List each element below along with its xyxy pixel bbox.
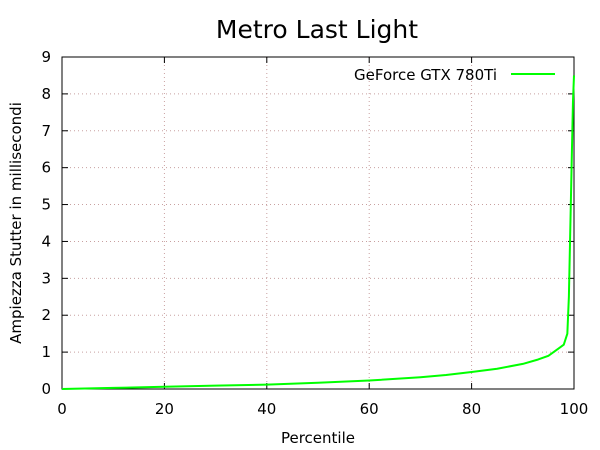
- x-tick-label-2: 40: [257, 400, 276, 418]
- x-tick-label-4: 80: [462, 400, 481, 418]
- series-layer: [61, 75, 575, 390]
- x-tick-label-3: 60: [360, 400, 379, 418]
- y-tick-label-6: 6: [41, 159, 51, 177]
- chart-title: Metro Last Light: [216, 15, 418, 44]
- legend: GeForce GTX 780Ti: [354, 66, 555, 84]
- ticks: 0 20 40 60 80 100 0 1 2 3 4 5 6 7 8 9: [41, 48, 588, 418]
- y-tick-label-1: 1: [41, 343, 51, 361]
- y-tick-label-9: 9: [41, 48, 51, 66]
- y-tick-label-2: 2: [41, 306, 51, 324]
- series-line-0: [61, 75, 575, 390]
- plot-frame: [61, 56, 575, 390]
- y-tick-label-8: 8: [41, 85, 51, 103]
- legend-label: GeForce GTX 780Ti: [354, 66, 497, 84]
- y-tick-label-3: 3: [41, 269, 51, 287]
- y-tick-label-7: 7: [41, 122, 51, 140]
- y-tick-label-4: 4: [41, 232, 51, 250]
- x-tick-label-0: 0: [57, 400, 67, 418]
- y-tick-label-0: 0: [41, 380, 51, 398]
- y-tick-label-5: 5: [41, 196, 51, 214]
- grid: [62, 57, 574, 389]
- x-tick-label-1: 20: [155, 400, 174, 418]
- x-tick-label-5: 100: [560, 400, 589, 418]
- x-axis-label: Percentile: [281, 429, 355, 447]
- y-axis-label: Ampiezza Stutter in millisecondi: [7, 102, 25, 344]
